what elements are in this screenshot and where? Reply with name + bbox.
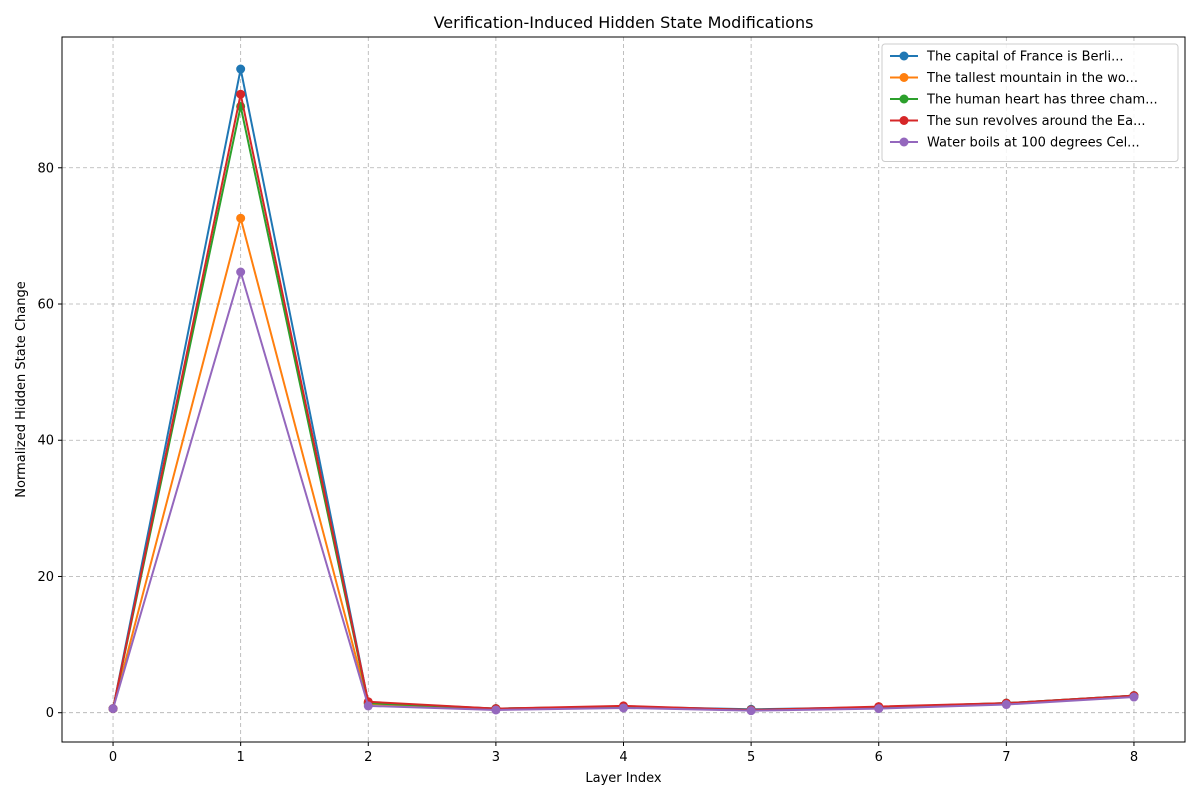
- y-axis-ticks: 0 20 40 60 80: [37, 161, 62, 721]
- data-point: [236, 267, 246, 277]
- data-point: [236, 64, 246, 74]
- legend-marker: [899, 137, 909, 147]
- x-axis-ticks: 0 1 2 3 4 5 6 7 8: [109, 742, 1138, 765]
- legend-marker: [899, 51, 909, 61]
- data-point: [491, 705, 501, 715]
- data-point: [236, 89, 246, 99]
- x-tick-label: 0: [109, 750, 117, 765]
- y-tick-label: 20: [37, 570, 54, 585]
- x-tick-label: 6: [875, 750, 883, 765]
- data-point: [1001, 700, 1011, 710]
- data-point: [746, 706, 756, 716]
- y-tick-label: 40: [37, 434, 54, 449]
- x-tick-label: 4: [619, 750, 627, 765]
- legend-label: The sun revolves around the Ea...: [926, 114, 1146, 129]
- series-lines: [108, 64, 1139, 716]
- y-axis-label: Normalized Hidden State Change: [14, 281, 29, 497]
- x-axis-label: Layer Index: [585, 771, 661, 786]
- x-tick-label: 3: [492, 750, 500, 765]
- legend-marker: [899, 73, 909, 82]
- legend: The capital of France is Berli... The tal…: [881, 43, 1179, 162]
- legend-entry: The human heart has three cham...: [890, 93, 1158, 108]
- grid: [62, 37, 1185, 742]
- y-tick-label: 80: [37, 161, 54, 176]
- legend-label: Water boils at 100 degrees Cel...: [927, 136, 1140, 151]
- chart-title: Verification-Induced Hidden State Modifi…: [434, 13, 814, 32]
- legend-entry: The tallest mountain in the wo...: [890, 71, 1138, 86]
- x-tick-label: 5: [747, 750, 755, 765]
- legend-label: The tallest mountain in the wo...: [926, 71, 1138, 86]
- data-point: [1129, 692, 1139, 702]
- y-tick-label: 0: [46, 706, 54, 721]
- data-point: [236, 213, 246, 223]
- legend-label: The human heart has three cham...: [926, 93, 1158, 108]
- legend-marker: [899, 94, 909, 104]
- legend-entry: The sun revolves around the Ea...: [890, 114, 1146, 129]
- data-point: [108, 704, 118, 714]
- legend-marker: [899, 116, 909, 125]
- series-5: [108, 267, 1139, 716]
- data-point: [619, 703, 628, 713]
- x-tick-label: 7: [1002, 750, 1010, 765]
- data-point: [874, 704, 884, 714]
- series-line: [112, 271, 1135, 712]
- legend-label: The capital of France is Berli...: [926, 50, 1124, 65]
- y-tick-label: 60: [37, 298, 54, 313]
- legend-entry: Water boils at 100 degrees Cel...: [890, 136, 1140, 151]
- data-point: [363, 701, 373, 711]
- legend-box: [881, 43, 1179, 162]
- x-tick-label: 8: [1130, 750, 1138, 765]
- legend-entry: The capital of France is Berli...: [890, 50, 1124, 65]
- x-tick-label: 1: [237, 750, 245, 765]
- x-tick-label: 2: [364, 750, 372, 765]
